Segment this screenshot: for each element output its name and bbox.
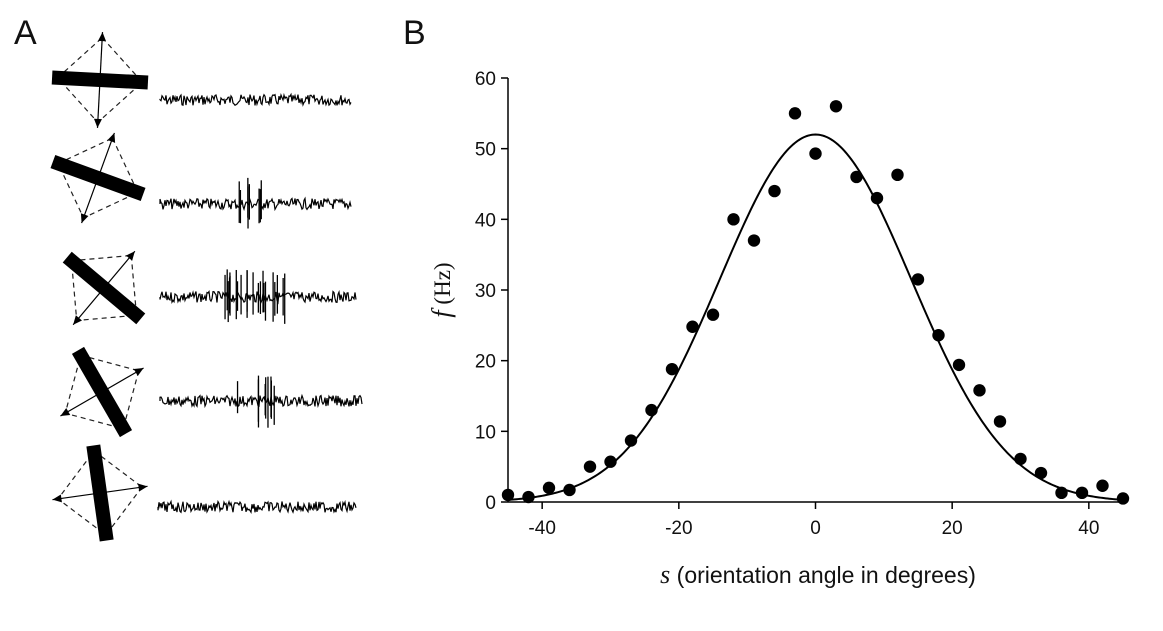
- data-point: [850, 170, 863, 184]
- trace-noise: [157, 499, 357, 514]
- data-point: [501, 488, 515, 502]
- y-tick-label: 20: [475, 352, 496, 373]
- x-tick-label: -40: [528, 518, 555, 539]
- data-point: [522, 490, 535, 504]
- x-tick-label: 40: [1078, 518, 1099, 539]
- data-point: [891, 168, 904, 182]
- data-point: [665, 362, 679, 376]
- stimulus-glyph: [60, 346, 144, 438]
- data-point: [870, 191, 884, 205]
- data-point: [727, 213, 740, 226]
- arrowhead-icon: [126, 251, 135, 261]
- y-tick-label: 60: [475, 69, 496, 90]
- motion-axis: [72, 250, 136, 326]
- y-axis-symbol: f: [427, 307, 456, 318]
- trace-noise: [159, 393, 363, 409]
- panel-b-tuning-curve: -40 -20 0 20 40 0 10 20 30 40 50 60 s (orientation…: [427, 69, 1130, 589]
- stimulus-glyph: [51, 32, 149, 128]
- stimulus-row: [50, 132, 352, 229]
- arrowhead-icon: [138, 483, 148, 492]
- x-tick-label: -20: [665, 518, 692, 539]
- arrowhead-icon: [107, 132, 116, 143]
- trace-noise: [159, 196, 352, 212]
- data-point: [788, 107, 802, 120]
- y-tick-label: 0: [485, 493, 496, 514]
- spike-trace: [159, 269, 357, 324]
- data-point: [952, 358, 966, 372]
- arrowhead-icon: [98, 32, 107, 42]
- spike-trace: [159, 375, 363, 428]
- data-point: [1014, 452, 1027, 466]
- data-point: [542, 481, 556, 495]
- arrowhead-icon: [73, 315, 82, 325]
- data-point: [1075, 486, 1089, 500]
- axes: [507, 78, 1123, 503]
- panel-a-stimuli: [50, 32, 363, 542]
- stimulus-glyph: [50, 132, 146, 224]
- receptive-field-outline: [57, 137, 139, 219]
- stimulus-glyph: [52, 444, 148, 542]
- data-point: [911, 273, 925, 286]
- stimulus-row: [60, 346, 363, 438]
- data-point: [686, 320, 699, 333]
- data-point: [1055, 486, 1068, 500]
- receptive-field-outline: [57, 450, 143, 536]
- y-axis-label: f (Hz): [427, 262, 456, 317]
- y-tick-label: 40: [475, 210, 496, 231]
- receptive-field-outline: [70, 254, 138, 322]
- spike-trace: [159, 92, 352, 107]
- motion-axis: [81, 132, 115, 224]
- arrowhead-icon: [133, 368, 144, 376]
- motion-axis: [60, 367, 144, 417]
- trace-noise: [159, 289, 357, 305]
- arrowhead-icon: [52, 494, 62, 503]
- x-axis-text: (orientation angle in degrees): [670, 562, 976, 588]
- data-point: [973, 384, 986, 397]
- stimulus-row: [51, 32, 352, 128]
- panel-b-letter: B: [403, 14, 426, 52]
- spike-trace: [157, 499, 357, 514]
- data-points: [501, 100, 1130, 505]
- data-point: [706, 308, 720, 321]
- data-point: [809, 147, 822, 160]
- panel-a-letter: A: [14, 14, 37, 52]
- y-axis-text: (Hz): [430, 262, 455, 310]
- data-point: [583, 460, 597, 473]
- trace-noise: [159, 92, 352, 107]
- y-ticks: 0 10 20 30 40 50 60: [475, 69, 508, 514]
- motion-axis: [96, 32, 104, 128]
- spike-trace: [159, 177, 352, 229]
- arrowhead-icon: [93, 118, 102, 128]
- x-axis-label: s (orientation angle in degrees): [660, 560, 976, 589]
- arrowhead-icon: [80, 213, 89, 224]
- data-point: [1096, 479, 1109, 492]
- data-point: [563, 483, 576, 497]
- motion-axis: [52, 485, 148, 501]
- x-tick-label: 20: [942, 518, 963, 539]
- gaussian-fit-curve: [507, 133, 1124, 501]
- data-point: [604, 455, 617, 468]
- stimulus-row: [52, 444, 357, 542]
- data-point: [645, 403, 658, 417]
- x-axis-symbol: s: [660, 560, 670, 589]
- data-point: [993, 415, 1007, 428]
- y-tick-label: 30: [475, 281, 496, 302]
- y-tick-label: 50: [475, 140, 496, 161]
- data-point: [747, 234, 761, 247]
- stimulus-row: [62, 250, 357, 326]
- data-point: [624, 434, 638, 447]
- data-point: [932, 329, 945, 342]
- x-ticks: -40 -20 0 20 40: [528, 502, 1099, 539]
- data-point: [1034, 466, 1048, 480]
- data-point: [768, 184, 781, 198]
- data-point: [1116, 492, 1130, 505]
- x-tick-label: 0: [810, 518, 821, 539]
- y-tick-label: 10: [475, 422, 496, 443]
- data-point: [829, 100, 843, 113]
- stimulus-glyph: [62, 250, 146, 326]
- arrowhead-icon: [60, 408, 71, 416]
